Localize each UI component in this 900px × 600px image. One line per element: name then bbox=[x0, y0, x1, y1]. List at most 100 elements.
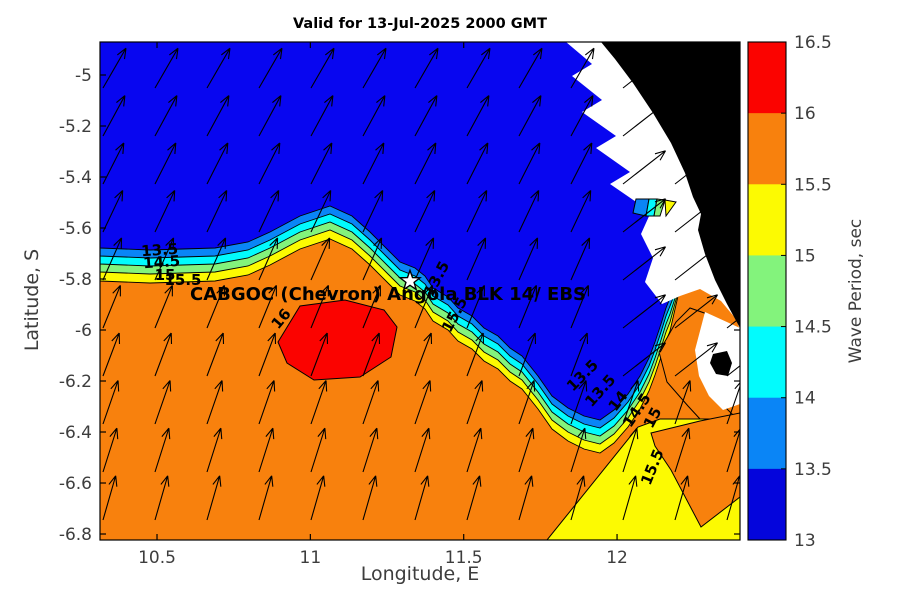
x-axis-label: Longitude, E bbox=[360, 563, 480, 585]
wave-direction-arrow bbox=[362, 142, 385, 185]
wave-direction-arrow bbox=[726, 317, 740, 329]
wave-direction-arrow bbox=[466, 190, 488, 233]
wave-direction-arrow bbox=[154, 285, 173, 329]
wave-direction-arrow bbox=[154, 332, 173, 377]
wave-direction-arrow bbox=[518, 237, 539, 281]
wave-direction-arrow bbox=[362, 47, 387, 89]
wave-direction-arrow bbox=[726, 125, 740, 137]
x-tick-label: 10.5 bbox=[138, 548, 176, 568]
contour-value-label: 14.5 bbox=[143, 252, 181, 273]
wave-direction-arrow bbox=[310, 475, 326, 521]
wave-direction-arrow bbox=[622, 475, 638, 521]
wave-direction-arrow bbox=[102, 332, 121, 377]
colorbar-segment bbox=[748, 184, 786, 256]
wave-direction-arrow bbox=[518, 142, 541, 185]
wave-direction-arrow bbox=[206, 190, 228, 233]
wave-direction-arrow bbox=[258, 47, 283, 89]
wave-direction-arrow bbox=[466, 142, 489, 185]
wave-direction-arrow bbox=[206, 285, 225, 329]
nearshore-band-yellow bbox=[664, 199, 677, 218]
wave-direction-arrow bbox=[362, 332, 381, 377]
wave-direction-arrow bbox=[154, 95, 178, 137]
wave-direction-arrow bbox=[258, 285, 277, 329]
wave-direction-arrow bbox=[154, 475, 170, 521]
wave-direction-arrow bbox=[726, 365, 740, 377]
wave-direction-arrow bbox=[466, 427, 483, 473]
colorbar-tick-label: 14.5 bbox=[794, 318, 832, 338]
y-tick-label: -6.6 bbox=[59, 474, 92, 494]
wave-direction-arrow bbox=[674, 342, 719, 377]
wave-direction-arrow bbox=[362, 427, 379, 473]
colorbar-segment bbox=[748, 326, 786, 399]
wave-direction-arrow bbox=[622, 342, 667, 377]
contour-value-label: 15 bbox=[155, 266, 176, 284]
wave-direction-arrow bbox=[726, 269, 740, 281]
wave-direction-arrow bbox=[674, 294, 719, 329]
wave-direction-arrow bbox=[414, 475, 430, 521]
wave-direction-arrow bbox=[206, 47, 231, 89]
wave-direction-arrow bbox=[206, 142, 229, 185]
wave-direction-arrow bbox=[258, 380, 276, 425]
y-tick-label: -6 bbox=[75, 321, 92, 341]
wave-direction-arrow bbox=[466, 47, 491, 89]
wave-direction-arrow bbox=[726, 173, 740, 185]
wave-direction-arrow bbox=[570, 427, 587, 473]
wave-direction-arrow bbox=[570, 332, 589, 377]
wave-direction-arrow bbox=[362, 190, 384, 233]
colorbar-tick-label: 13.5 bbox=[794, 460, 832, 480]
wave-direction-arrow bbox=[466, 332, 485, 377]
wave-direction-arrow bbox=[154, 237, 175, 281]
wave-direction-arrow bbox=[102, 95, 126, 137]
wave-direction-arrows bbox=[102, 47, 740, 521]
red-core-region bbox=[277, 299, 398, 381]
y-tick-label: -5 bbox=[75, 66, 92, 86]
wave-direction-arrow bbox=[622, 380, 640, 425]
wave-direction-arrow bbox=[622, 102, 667, 137]
y-axis-label: Latitude, S bbox=[21, 248, 43, 352]
y-tick-label: -6.4 bbox=[59, 423, 92, 443]
wave-direction-arrow bbox=[362, 95, 386, 137]
wave-direction-arrow bbox=[362, 380, 380, 425]
wave-direction-arrow bbox=[310, 285, 329, 329]
wave-direction-arrow bbox=[154, 47, 179, 89]
wave-direction-arrow bbox=[310, 47, 335, 89]
wave-direction-arrow bbox=[622, 246, 667, 281]
wave-direction-arrow bbox=[206, 475, 222, 521]
wave-direction-arrow bbox=[102, 190, 124, 233]
colorbar-segment bbox=[748, 255, 786, 328]
colorbar-tick-label: 15 bbox=[794, 246, 816, 266]
wave-direction-arrow bbox=[570, 95, 594, 137]
wave-direction-arrow bbox=[310, 380, 328, 425]
contour-band-blue bbox=[100, 42, 691, 421]
colorbar-tick-label: 15.5 bbox=[794, 175, 832, 195]
wave-direction-arrow bbox=[674, 380, 692, 425]
wave-direction-arrow bbox=[466, 95, 490, 137]
wave-direction-arrow bbox=[414, 332, 433, 377]
wave-direction-arrow bbox=[414, 142, 437, 185]
wave-direction-arrow bbox=[466, 475, 482, 521]
wave-direction-arrow bbox=[570, 475, 586, 521]
station-label: CABGOC (Chevron) Angola BLK 14/ EBS bbox=[190, 284, 586, 305]
wave-direction-arrow bbox=[674, 198, 719, 233]
wave-direction-arrow bbox=[518, 47, 543, 89]
wave-direction-arrow bbox=[206, 427, 223, 473]
wave-direction-arrow bbox=[622, 150, 667, 185]
contour-value-label: 15.5 bbox=[164, 271, 201, 289]
wave-direction-arrow bbox=[206, 237, 227, 281]
y-tick-label: -5.6 bbox=[59, 219, 92, 239]
wave-direction-arrow bbox=[414, 427, 431, 473]
y-tick-label: -6.2 bbox=[59, 372, 92, 392]
wave-direction-arrow bbox=[362, 237, 383, 281]
plot-title: Valid for 13-Jul-2025 2000 GMT bbox=[293, 16, 547, 32]
wave-direction-arrow bbox=[674, 246, 719, 281]
x-tick-label: 11 bbox=[300, 548, 322, 568]
wave-direction-arrow bbox=[518, 332, 537, 377]
wave-direction-arrow bbox=[466, 237, 487, 281]
wave-direction-arrow bbox=[726, 77, 740, 89]
colorbar-frame bbox=[747, 41, 787, 541]
y-tick-label: -5.2 bbox=[59, 117, 92, 137]
wave-direction-arrow bbox=[570, 142, 593, 185]
wave-direction-arrow bbox=[258, 95, 282, 137]
wave-direction-arrow bbox=[310, 237, 331, 281]
